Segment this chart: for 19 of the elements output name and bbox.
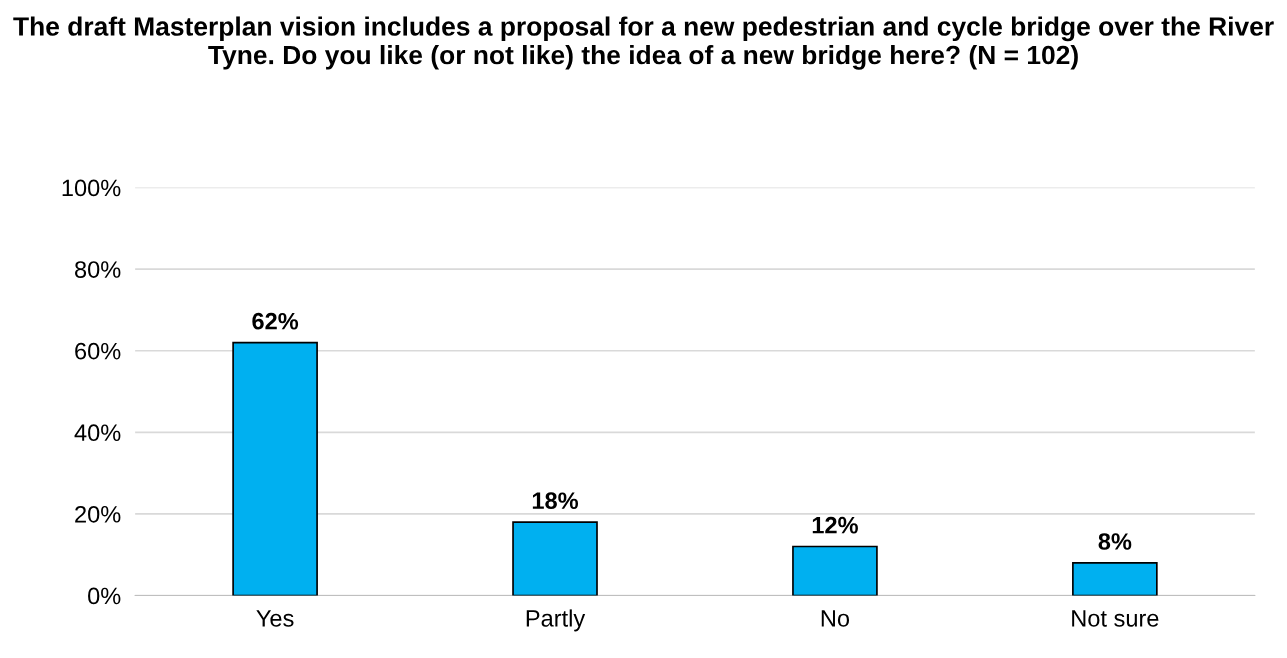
y-tick-label: 80% [75, 261, 121, 278]
x-tick-label: Partly [526, 609, 586, 632]
y-tick-label: 100% [62, 179, 121, 197]
y-tick-label: 0% [88, 587, 121, 605]
data-label: 18% [532, 492, 579, 510]
y-tick-label: 20% [75, 505, 121, 523]
x-tick-label: Yes [256, 610, 294, 627]
data-label: 12% [812, 516, 858, 534]
data-label: 62% [252, 312, 299, 330]
bar [512, 521, 598, 596]
y-tick-label: 40% [74, 424, 121, 442]
bar [232, 341, 318, 596]
x-tick-label: No [821, 610, 850, 627]
x-tick-label: Not sure [1072, 610, 1159, 627]
chart-title: The draft Masterplan vision includes a proposal for a new pedestrian and cycle bridge over the River Tyne. Do you like (or not like) the idea of a new bridge here? (N = 102) [13, 16, 1274, 70]
bar [1072, 562, 1158, 596]
bar [792, 545, 878, 596]
data-label: 8% [1098, 533, 1132, 550]
y-tick-label: 60% [75, 342, 121, 360]
